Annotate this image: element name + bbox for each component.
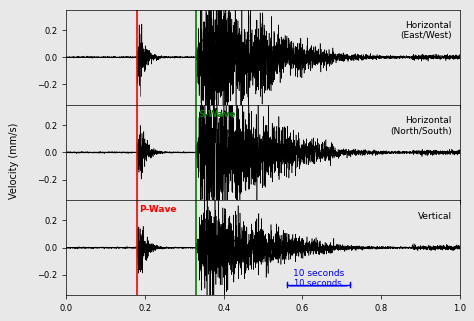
Text: Velocity (mm/s): Velocity (mm/s) [9, 122, 19, 199]
Text: Horizontal
(North/South): Horizontal (North/South) [390, 116, 452, 136]
Text: Vertical: Vertical [418, 212, 452, 221]
Text: S-Wave: S-Wave [198, 110, 236, 119]
Text: P-Wave: P-Wave [139, 205, 177, 214]
Text: 10 seconds: 10 seconds [292, 269, 344, 278]
Text: 10 seconds: 10 seconds [294, 279, 342, 288]
Text: Horizontal
(East/West): Horizontal (East/West) [400, 21, 452, 40]
